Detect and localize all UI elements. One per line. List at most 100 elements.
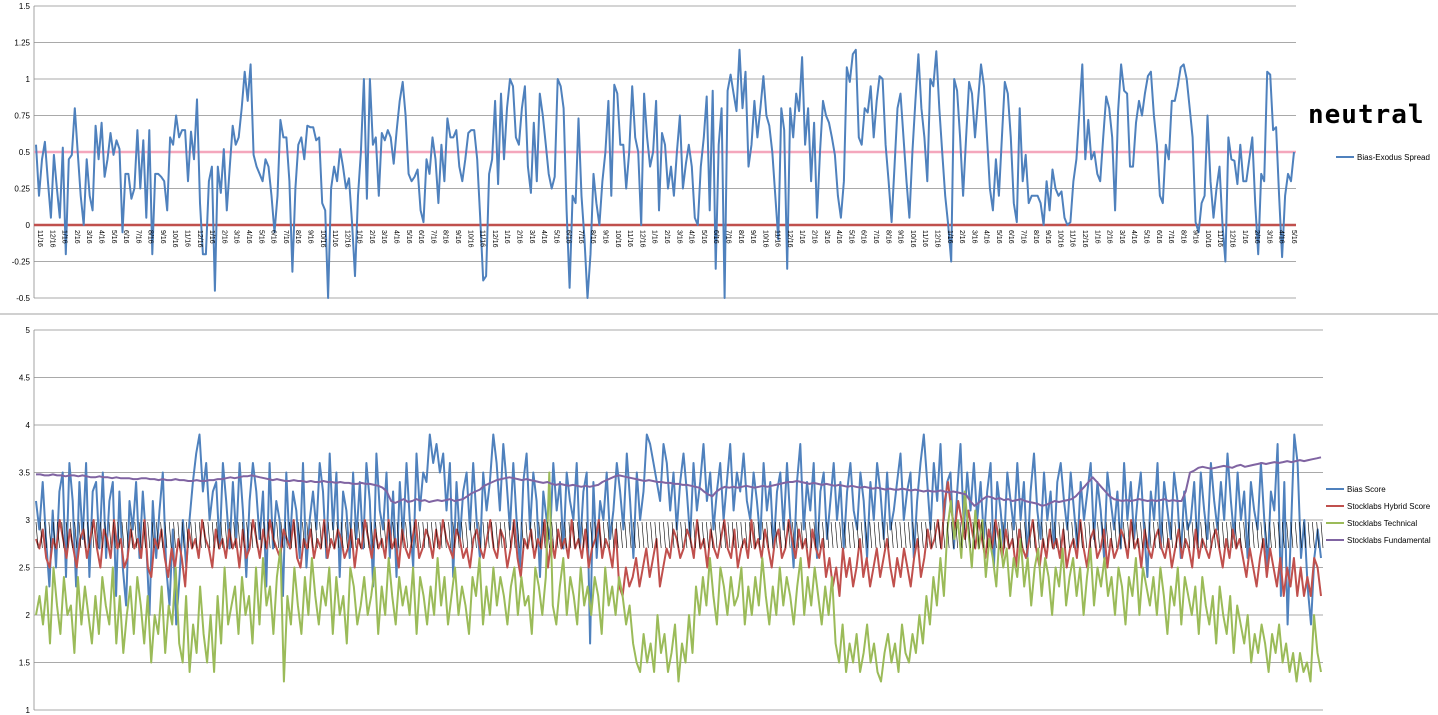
x-tick-label: 11/16 bbox=[331, 230, 338, 247]
x-tick-mark bbox=[744, 521, 748, 549]
x-tick-label: 7/16 bbox=[872, 230, 879, 244]
x-tick-mark bbox=[856, 521, 860, 549]
x-tick-label: 5/16 bbox=[995, 230, 1002, 244]
x-tick-label: 3/16 bbox=[675, 230, 682, 244]
x-tick-mark bbox=[1019, 521, 1023, 549]
x-tick-mark bbox=[723, 521, 726, 549]
x-tick-mark bbox=[835, 521, 838, 549]
x-tick-mark bbox=[517, 521, 520, 549]
y-tick-label: 1.5 bbox=[19, 2, 31, 11]
x-tick-label: 11/16 bbox=[184, 230, 191, 247]
x-tick-label: 10/16 bbox=[319, 230, 326, 248]
x-tick-mark bbox=[1153, 521, 1156, 549]
x-tick-mark bbox=[177, 521, 181, 549]
x-tick-mark bbox=[650, 521, 653, 549]
x-tick-mark bbox=[203, 521, 206, 549]
x-tick-mark bbox=[465, 521, 469, 549]
x-tick-mark bbox=[181, 521, 185, 549]
x-tick-mark bbox=[1002, 521, 1006, 549]
x-tick-label: 9/16 bbox=[1192, 230, 1199, 244]
x-tick-label: 12/16 bbox=[196, 230, 203, 248]
x-tick-label: 3/16 bbox=[528, 230, 535, 244]
x-tick-label: 2/16 bbox=[1253, 230, 1260, 244]
x-tick-mark bbox=[65, 521, 69, 549]
x-tick-label: 2/16 bbox=[516, 230, 523, 244]
x-tick-mark bbox=[1110, 521, 1113, 549]
x-tick-mark bbox=[568, 521, 572, 549]
x-tick-label: 5/16 bbox=[257, 230, 264, 244]
x-tick-mark bbox=[774, 521, 778, 549]
y-tick-label: 0.5 bbox=[19, 148, 31, 157]
x-tick-mark bbox=[1243, 521, 1246, 549]
x-tick-label: 1/16 bbox=[356, 230, 363, 244]
x-tick-mark bbox=[564, 521, 567, 549]
x-tick-mark bbox=[989, 521, 993, 549]
x-tick-mark bbox=[39, 521, 43, 549]
x-tick-mark bbox=[710, 521, 714, 549]
x-tick-mark bbox=[173, 521, 176, 549]
x-tick-mark bbox=[456, 521, 460, 549]
x-tick-mark bbox=[916, 521, 920, 549]
x-tick-label: 2/16 bbox=[1106, 230, 1113, 244]
x-tick-label: 10/16 bbox=[1056, 230, 1063, 248]
x-tick-mark bbox=[873, 521, 877, 549]
x-tick-mark bbox=[306, 521, 310, 549]
x-tick-mark bbox=[663, 521, 666, 549]
x-tick-mark bbox=[220, 521, 224, 549]
x-tick-mark bbox=[1165, 521, 1169, 549]
x-tick-mark bbox=[379, 521, 383, 549]
chart-bias-exodus-spread: -0.5 -0.25 0 0.25 0.5 0.75 1 1.25 1.5 11/16 12/16 1… bbox=[12, 2, 1430, 303]
x-tick-mark bbox=[671, 521, 675, 549]
x-tick-mark bbox=[762, 521, 765, 549]
x-tick-mark bbox=[495, 521, 499, 549]
x-tick-label: 10/16 bbox=[171, 230, 178, 248]
x-tick-mark bbox=[297, 521, 301, 549]
x-tick-mark bbox=[267, 521, 271, 549]
y-tick-label: 4.5 bbox=[19, 374, 31, 383]
x-tick-mark bbox=[241, 521, 245, 549]
y-tick-label: 0.25 bbox=[14, 185, 30, 194]
y-tick-label: 2.5 bbox=[19, 564, 31, 573]
x-tick-mark bbox=[1196, 521, 1199, 549]
x-tick-mark bbox=[340, 521, 344, 549]
x-tick-mark bbox=[1084, 521, 1087, 549]
x-tick-label: 3/16 bbox=[380, 230, 387, 244]
x-tick-mark bbox=[224, 521, 228, 549]
x-tick-mark bbox=[740, 521, 744, 549]
x-tick-mark bbox=[254, 521, 258, 549]
x-tick-mark bbox=[860, 521, 864, 549]
x-tick-label: 5/16 bbox=[1290, 230, 1297, 244]
x-tick-mark bbox=[315, 521, 318, 549]
x-tick-mark bbox=[955, 521, 958, 549]
x-tick-mark bbox=[362, 521, 365, 549]
x-tick-mark bbox=[289, 521, 292, 549]
x-tick-mark bbox=[1299, 521, 1302, 549]
x-tick-label: 8/16 bbox=[147, 230, 154, 244]
x-tick-mark bbox=[534, 521, 537, 549]
x-tick-mark bbox=[985, 521, 989, 549]
x-tick-label: 1/16 bbox=[208, 230, 215, 244]
x-tick-mark bbox=[461, 521, 464, 549]
y-tick-label: -0.5 bbox=[16, 294, 30, 303]
x-tick-mark bbox=[1075, 521, 1079, 549]
x-tick-mark bbox=[319, 521, 322, 549]
x-tick-mark bbox=[637, 521, 640, 549]
x-tick-label: 9/16 bbox=[897, 230, 904, 244]
x-tick-label: 3/16 bbox=[1265, 230, 1272, 244]
x-tick-label: 5/16 bbox=[1143, 230, 1150, 244]
x-tick-mark bbox=[1286, 521, 1289, 549]
x-tick-label: 4/16 bbox=[1130, 230, 1137, 244]
x-tick-mark bbox=[1260, 521, 1264, 549]
x-tick-label: 12/16 bbox=[491, 230, 498, 248]
x-tick-mark bbox=[942, 521, 946, 549]
x-tick-mark bbox=[1312, 521, 1315, 549]
x-tick-mark bbox=[968, 521, 971, 549]
x-tick-mark bbox=[594, 521, 597, 549]
x-tick-mark bbox=[624, 521, 628, 549]
x-tick-mark bbox=[547, 521, 550, 549]
x-tick-mark bbox=[482, 521, 486, 549]
x-tick-label: 3/16 bbox=[970, 230, 977, 244]
x-tick-mark bbox=[474, 521, 477, 549]
x-tick-label: 2/16 bbox=[811, 230, 818, 244]
x-tick-mark bbox=[830, 521, 834, 549]
